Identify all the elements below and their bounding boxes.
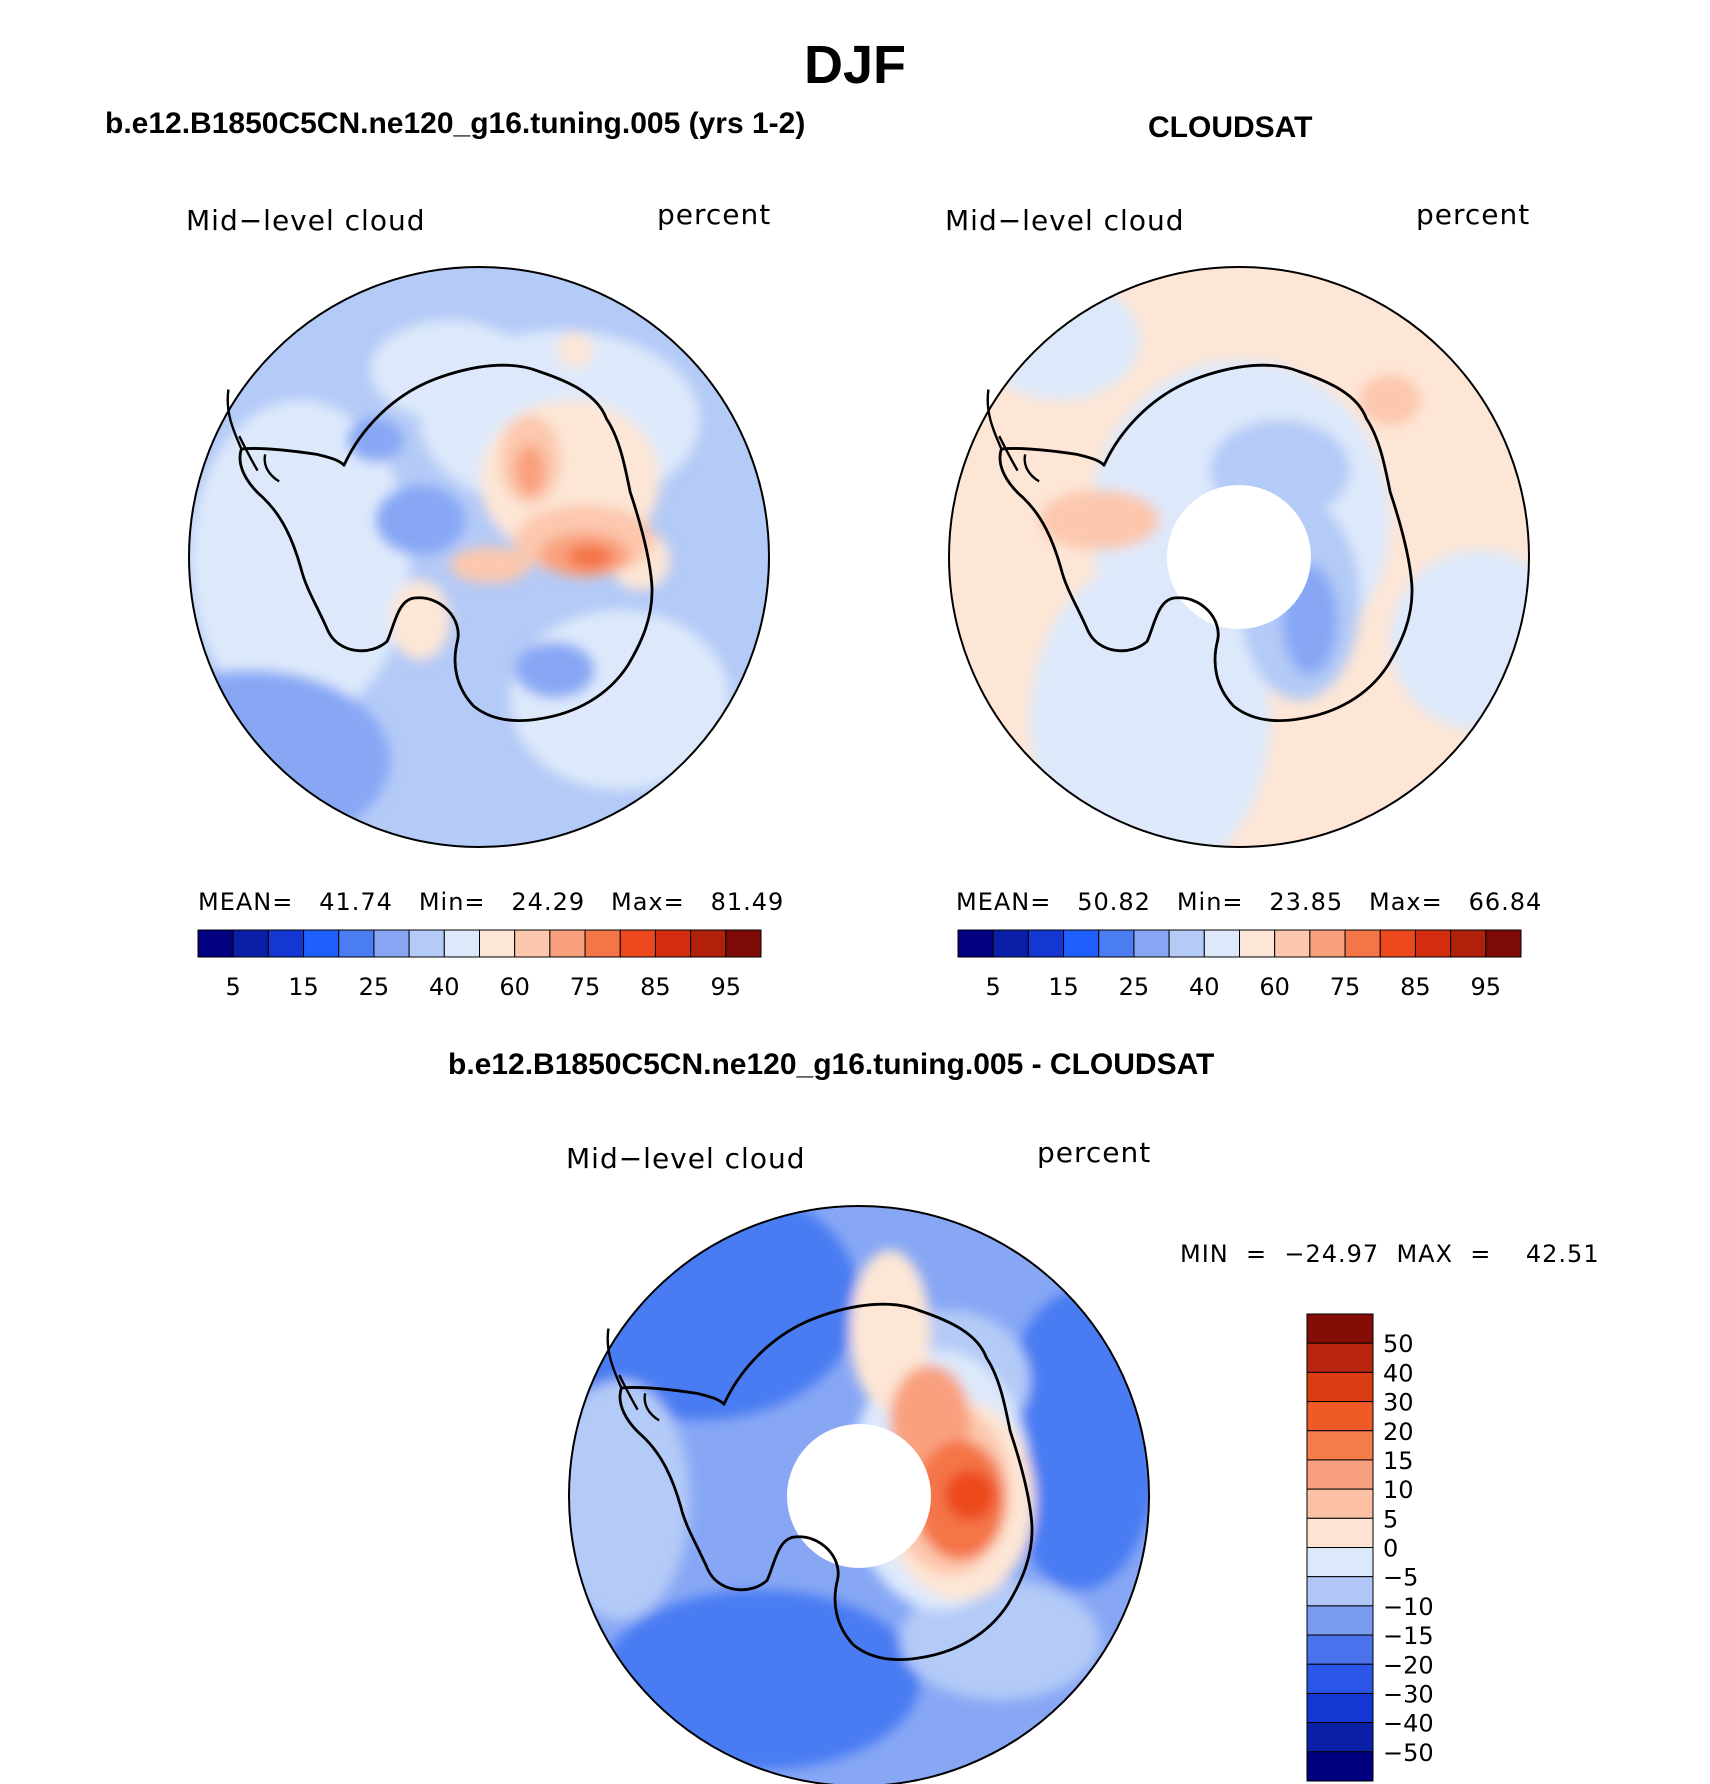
panel-1-colorbar-cell: [690, 929, 727, 958]
panel-2-colorbar-cell: [1063, 929, 1100, 958]
panel-3-colorbar-cell: [1306, 1605, 1374, 1636]
panel-1-colorbar-cell: [443, 929, 480, 958]
panel-3-colorbar-tick-label: 30: [1383, 1389, 1414, 1417]
panel-2-colorbar-cell: [1027, 929, 1065, 958]
panel-1-colorbar-tick-label: 5: [226, 973, 241, 1001]
panel-3-title: b.e12.B1850C5CN.ne120_g16.tuning.005 - C…: [448, 1048, 1215, 1081]
panel-2-colorbar-cell: [992, 929, 1029, 958]
panel-3-colorbar-cell: [1306, 1401, 1374, 1432]
panel-2-colorbar-tick-label: 40: [1189, 973, 1220, 1001]
panel-2-variable-label: Mid−level cloud: [945, 204, 1185, 237]
panel-3-colorbar-cell: [1306, 1547, 1374, 1578]
panel-2-colorbar-cell: [1133, 929, 1170, 958]
panel-2-colorbar-cell: [1274, 929, 1311, 958]
panel-2-colorbar-cell: [1450, 929, 1487, 958]
panel-2-colorbar-tick-label: 75: [1330, 973, 1361, 1001]
panel-2-colorbar-tick-label: 15: [1048, 973, 1079, 1001]
panel-3-colorbar-cell: [1306, 1313, 1374, 1344]
panel-3-colorbar-cell: [1306, 1430, 1374, 1461]
panel-2-stats: MEAN= 50.82 Min= 23.85 Max= 66.84: [956, 888, 1543, 916]
panel-1-colorbar-cell: [267, 929, 305, 958]
panel-3-colorbar-cell: [1306, 1488, 1374, 1519]
panel-1-colorbar: 5 15 25 40 60 75 85 95: [197, 929, 762, 1001]
panel-3-colorbar-tick-label: 5: [1383, 1505, 1398, 1533]
panel-2-units-label: percent: [1416, 198, 1531, 231]
panel-2-colorbar-tick-label: 60: [1259, 973, 1290, 1001]
panel-3-colorbar-tick-label: 0: [1383, 1535, 1398, 1563]
panel-1-colorbar-cell: [584, 929, 621, 958]
panel-3-colorbar-cell: [1306, 1576, 1374, 1607]
panel-2-colorbar-cell: [1379, 929, 1416, 958]
panel-2-colorbar-cell: [1344, 929, 1381, 958]
panel-3-colorbar-cell: [1306, 1692, 1374, 1724]
panel-1-colorbar-cell: [514, 929, 551, 958]
panel-1-title: b.e12.B1850C5CN.ne120_g16.tuning.005 (yr…: [105, 107, 806, 140]
panel-1-colorbar-cell: [725, 929, 762, 958]
panel-2-title: CLOUDSAT: [1148, 111, 1313, 144]
panel-1-colorbar-tick-label: 60: [499, 973, 530, 1001]
panel-1-colorbar-tick-label: 15: [288, 973, 319, 1001]
panel-3-colorbar-tick-label: 50: [1383, 1330, 1414, 1358]
panel-1-colorbar-cell: [373, 929, 410, 958]
panel-1-colorbar-cell: [408, 929, 445, 958]
panel-1-colorbar-tick-label: 95: [711, 973, 742, 1001]
panel-3-colorbar-cell: [1306, 1663, 1374, 1694]
panel-3-colorbar-tick-label: 40: [1383, 1359, 1414, 1387]
panel-1-colorbar-cell: [549, 929, 586, 958]
panel-3-colorbar-tick-label: −40: [1383, 1710, 1434, 1738]
panel-3-units-label: percent: [1037, 1136, 1152, 1169]
panel-1-colorbar-cell: [197, 929, 234, 958]
panel-3-colorbar-tick-label: 10: [1383, 1476, 1414, 1504]
panel-3-colorbar-tick-label: 20: [1383, 1418, 1414, 1446]
panel-2-colorbar-cell: [1203, 929, 1240, 958]
panel-3-colorbar-cell: [1306, 1371, 1374, 1403]
panel-2-colorbar: 5 15 25 40 60 75 85 95: [957, 929, 1522, 1001]
panel-3-colorbar-tick-label: −5: [1383, 1564, 1418, 1592]
panel-2-map: [948, 266, 1530, 848]
panel-2-colorbar-cell: [1414, 929, 1452, 958]
panel-1-colorbar-cell: [654, 929, 692, 958]
panel-2-colorbar-cell: [1485, 929, 1522, 958]
panel-3-stats: MIN = −24.97 MAX = 42.51: [1180, 1240, 1600, 1268]
panel-3-colorbar-tick-label: −15: [1383, 1622, 1434, 1650]
panel-1-colorbar-tick-label: 25: [359, 973, 390, 1001]
panel-1-stats: MEAN= 41.74 Min= 24.29 Max= 81.49: [198, 888, 785, 916]
panel-3-colorbar-cell: [1306, 1517, 1374, 1548]
panel-2-colorbar-tick-label: 95: [1471, 973, 1502, 1001]
panel-3-colorbar-tick-label: −20: [1383, 1651, 1434, 1679]
panel-1-colorbar-cell: [303, 929, 340, 958]
panel-3-colorbar-cell: [1306, 1722, 1374, 1753]
panel-1-colorbar-cell: [619, 929, 656, 958]
page-title: DJF: [803, 35, 906, 95]
panel-3-colorbar-cell: [1306, 1751, 1374, 1782]
panel-2-colorbar-cell: [1098, 929, 1135, 958]
panel-3-colorbar-tick-label: −50: [1383, 1739, 1434, 1767]
panel-3-colorbar-cell: [1306, 1342, 1374, 1373]
panel-2-colorbar-cell: [1309, 929, 1346, 958]
panel-1-variable-label: Mid−level cloud: [186, 204, 426, 237]
panel-2-colorbar-cell: [1239, 929, 1276, 958]
panel-3-colorbar-cell: [1306, 1634, 1374, 1665]
panel-1-colorbar-cell: [479, 929, 516, 958]
panel-1-map: [188, 266, 770, 848]
panel-2-colorbar-tick-label: 5: [986, 973, 1001, 1001]
panel-2-colorbar-cell: [957, 929, 994, 958]
panel-1-colorbar-tick-label: 40: [429, 973, 460, 1001]
panel-3-variable-label: Mid−level cloud: [566, 1142, 806, 1175]
panel-2-colorbar-tick-label: 85: [1400, 973, 1431, 1001]
panel-3-colorbar-tick-label: −10: [1383, 1593, 1434, 1621]
panel-1-colorbar-tick-label: 75: [570, 973, 601, 1001]
panel-2-colorbar-tick-label: 25: [1119, 973, 1150, 1001]
panel-1-units-label: percent: [657, 198, 772, 231]
panel-3-colorbar-cell: [1306, 1459, 1374, 1490]
panel-1-colorbar-cell: [338, 929, 375, 958]
panel-3-colorbar-tick-label: 15: [1383, 1447, 1414, 1475]
panel-3-map: [568, 1205, 1150, 1784]
panel-3-colorbar-tick-label: −30: [1383, 1680, 1434, 1708]
panel-1-colorbar-tick-label: 85: [640, 973, 671, 1001]
panel-2-colorbar-cell: [1168, 929, 1205, 958]
panel-1-colorbar-cell: [232, 929, 269, 958]
